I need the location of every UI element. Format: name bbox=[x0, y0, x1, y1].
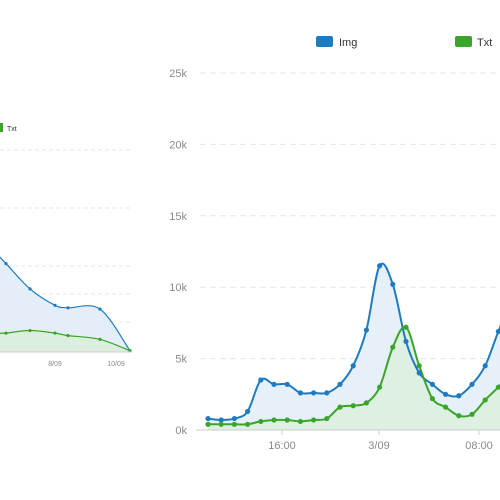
txt-point bbox=[271, 417, 277, 423]
img-point bbox=[482, 363, 488, 369]
txt-point bbox=[245, 421, 251, 427]
y-tick-label: 10k bbox=[169, 282, 187, 294]
txt-point bbox=[324, 415, 330, 422]
left-legend: Txt bbox=[0, 123, 17, 133]
txt-point bbox=[377, 384, 383, 390]
left-txt-point bbox=[53, 331, 57, 335]
legend-swatch-txt bbox=[455, 36, 472, 47]
left-chart: Txt 8/09 10/09 bbox=[0, 123, 132, 368]
txt-point bbox=[311, 417, 317, 423]
legend-swatch-img bbox=[316, 36, 333, 47]
txt-point bbox=[350, 403, 356, 409]
left-legend-swatch-txt bbox=[0, 123, 3, 132]
img-point bbox=[297, 390, 303, 396]
txt-point bbox=[218, 421, 224, 427]
img-point bbox=[495, 328, 500, 335]
y-tick-label: 5k bbox=[175, 354, 187, 366]
img-point bbox=[245, 408, 251, 415]
txt-point bbox=[403, 324, 409, 330]
img-point bbox=[456, 393, 462, 399]
img-point bbox=[231, 415, 237, 422]
img-point bbox=[258, 377, 264, 383]
left-txt-area bbox=[0, 330, 130, 352]
left-img-point bbox=[28, 287, 32, 291]
txt-point bbox=[205, 421, 211, 427]
main-chart: Img Txt 25k 20k 15k 10k 5k 0k 16:00 3/09 08:00 bbox=[169, 36, 500, 452]
img-point bbox=[416, 370, 422, 376]
img-point bbox=[271, 381, 277, 387]
img-point bbox=[363, 327, 369, 333]
left-txt-point bbox=[66, 333, 70, 338]
left-txt-point bbox=[4, 331, 8, 335]
txt-point bbox=[495, 384, 500, 390]
main-y-ticks: 25k 20k 15k 10k 5k 0k bbox=[169, 68, 187, 437]
txt-point bbox=[258, 418, 264, 425]
main-x-ticks: 16:00 3/09 08:00 bbox=[268, 430, 493, 452]
y-tick-label: 20k bbox=[169, 139, 187, 151]
left-img-point bbox=[98, 307, 102, 311]
img-point bbox=[443, 391, 449, 397]
txt-point bbox=[443, 404, 449, 410]
img-point bbox=[284, 381, 290, 387]
img-point bbox=[324, 390, 330, 396]
y-tick-label: 0k bbox=[175, 425, 187, 437]
txt-point bbox=[363, 400, 369, 406]
legend-label-txt: Txt bbox=[477, 37, 492, 49]
left-img-point bbox=[66, 306, 70, 310]
left-img-area bbox=[0, 257, 130, 352]
x-tick-label: 3/09 bbox=[368, 440, 389, 452]
legend-label-img: Img bbox=[339, 37, 357, 49]
img-point bbox=[311, 390, 317, 396]
left-img-point bbox=[53, 303, 57, 307]
txt-point bbox=[416, 363, 422, 369]
img-point bbox=[429, 381, 435, 387]
left-x-tick-label: 8/09 bbox=[48, 361, 62, 368]
img-point bbox=[403, 338, 409, 345]
txt-point bbox=[482, 397, 488, 403]
left-legend-label-txt: Txt bbox=[7, 126, 17, 133]
img-point bbox=[390, 281, 396, 287]
txt-point bbox=[284, 417, 290, 423]
txt-point bbox=[297, 418, 303, 425]
txt-point bbox=[390, 344, 396, 350]
txt-point bbox=[456, 413, 462, 419]
x-tick-label: 08:00 bbox=[465, 440, 493, 452]
txt-point bbox=[337, 404, 343, 410]
left-txt-point bbox=[28, 328, 32, 333]
txt-area bbox=[208, 326, 500, 430]
main-legend: Img Txt bbox=[316, 36, 492, 49]
img-point bbox=[350, 363, 356, 369]
left-img-point bbox=[4, 262, 8, 266]
y-tick-label: 15k bbox=[169, 211, 187, 223]
img-point bbox=[469, 381, 475, 387]
left-x-tick-label: 10/09 bbox=[107, 361, 125, 368]
txt-point bbox=[469, 411, 475, 417]
txt-point bbox=[231, 421, 237, 427]
left-points bbox=[4, 262, 132, 353]
img-point bbox=[218, 417, 224, 423]
img-point bbox=[205, 415, 211, 422]
main-points bbox=[205, 263, 500, 427]
txt-point bbox=[429, 395, 435, 402]
main-grid bbox=[200, 72, 500, 360]
img-point bbox=[377, 263, 383, 269]
left-txt-point bbox=[98, 337, 102, 341]
img-point bbox=[337, 381, 343, 387]
y-tick-label: 25k bbox=[169, 68, 187, 80]
x-tick-label: 16:00 bbox=[268, 440, 296, 452]
